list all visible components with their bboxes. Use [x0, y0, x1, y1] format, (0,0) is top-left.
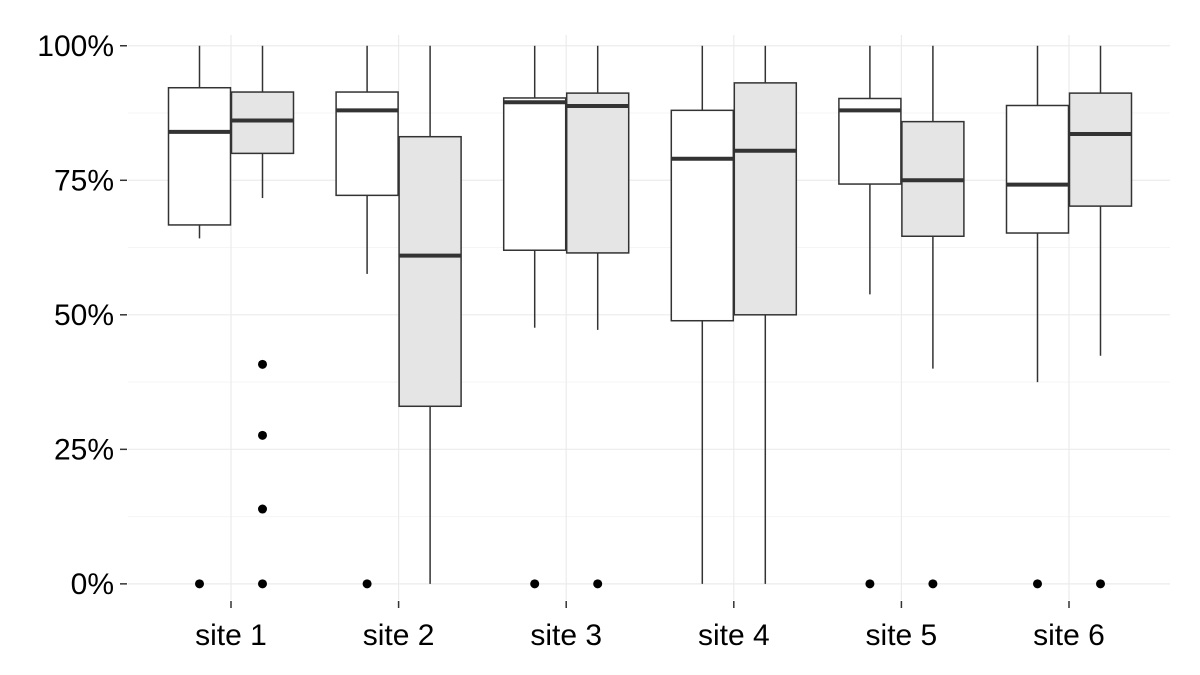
box-iqr: [670, 109, 735, 322]
x-tick-label: site 5: [866, 619, 938, 652]
outlier-point: [258, 359, 267, 369]
box-iqr: [502, 97, 567, 251]
box-1-site-4: [670, 45, 735, 584]
box-1-site-3: [502, 45, 567, 589]
y-tick-label: 50%: [54, 299, 114, 332]
box-1-site-6: [1005, 45, 1070, 589]
box-2-site-1: [230, 45, 295, 589]
outlier-point: [258, 430, 267, 440]
outlier-point: [362, 579, 372, 589]
box-iqr: [167, 86, 232, 226]
outlier-point: [865, 579, 875, 589]
x-axis: site 1 site 2 site 3 site 4 site 5 site 6: [195, 601, 1105, 652]
outlier-point: [195, 579, 204, 589]
box-1-site-2: [335, 45, 399, 589]
x-tick-label: site 2: [363, 619, 435, 652]
box-iqr: [230, 91, 295, 155]
box-iqr: [838, 97, 902, 185]
box-2-site-6: [1068, 45, 1133, 589]
box-iqr: [733, 82, 798, 316]
box-1-site-5: [838, 45, 902, 589]
outlier-point: [258, 579, 267, 589]
outlier-point: [593, 579, 603, 589]
y-axis: 0% 25% 50% 75% 100%: [37, 30, 127, 601]
y-tick-label: 100%: [37, 30, 114, 63]
box-2-site-5: [901, 45, 965, 589]
x-tick-label: site 4: [698, 619, 770, 652]
box-1-site-1: [167, 45, 232, 589]
outlier-point: [1033, 579, 1042, 589]
box-iqr: [398, 135, 462, 408]
box-2-site-2: [398, 45, 462, 584]
y-tick-label: 25%: [54, 433, 114, 466]
y-tick-label: 0%: [71, 568, 114, 601]
outlier-point: [928, 579, 938, 589]
box-2-site-4: [733, 45, 798, 584]
box-iqr: [1005, 104, 1070, 234]
y-tick-label: 75%: [54, 164, 114, 197]
outlier-point: [258, 504, 267, 514]
x-tick-label: site 1: [195, 619, 267, 652]
x-tick-label: site 6: [1033, 619, 1105, 652]
box-iqr: [565, 92, 630, 254]
box-iqr: [335, 91, 399, 197]
x-tick-label: site 3: [530, 619, 602, 652]
outlier-point: [530, 579, 540, 589]
boxes-layer: [167, 45, 1133, 589]
outlier-point: [1096, 579, 1105, 589]
box-iqr: [1068, 92, 1133, 207]
box-2-site-3: [565, 45, 630, 589]
